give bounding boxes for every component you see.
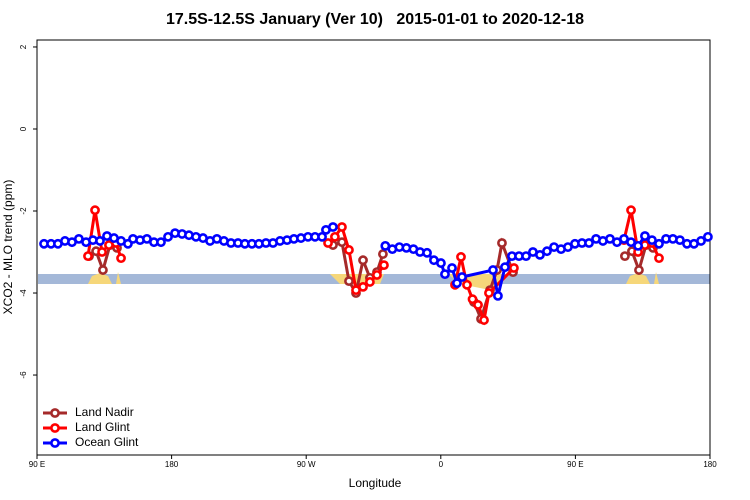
data-point [654,238,664,249]
data-point [447,263,457,273]
y-tick-label: 0 [19,126,28,131]
data-point [509,263,519,273]
data-point [675,235,685,246]
data-point [156,237,166,248]
data-point [337,222,347,232]
data-point [456,252,466,262]
data-point [358,255,368,266]
legend-marker [50,423,60,433]
data-point [452,278,462,289]
data-point [640,231,650,241]
data-point [379,260,389,271]
x-tick-label: 180 [165,460,179,469]
data-point [626,205,636,216]
data-point [634,265,644,275]
data-point [163,231,173,242]
y-tick-label: -6 [19,371,28,379]
legend-marker [50,438,60,448]
series-line [86,209,661,326]
data-point [90,205,100,216]
data-point [344,276,354,287]
land-shape [626,272,659,284]
x-tick-label: 90 W [297,460,316,469]
x-tick-label: 180 [703,460,717,469]
plot-frame [36,39,711,456]
data-point [703,231,713,242]
data-point [457,272,467,282]
data-point [365,277,375,287]
y-tick-label: -2 [19,207,28,215]
y-tick-label: 2 [19,44,28,49]
data-point [626,237,636,248]
data-point [521,251,531,262]
data-point [440,269,450,280]
data-point [98,265,108,275]
data-point [647,235,657,246]
data-point [422,247,432,258]
x-tick-label: 90 E [29,460,45,469]
data-point [462,279,472,290]
data-point [620,251,630,262]
x-axis-title: Longitude [349,476,402,490]
legend-marker [50,408,60,418]
data-point [344,245,354,255]
y-tick-label: -4 [19,289,28,297]
data-point [500,262,510,273]
legend-label: Land Glint [75,420,130,434]
data-point [330,231,340,242]
data-point [654,253,664,264]
data-point [372,270,382,280]
data-point [467,294,478,305]
data-point [479,315,489,325]
data-point [584,238,594,248]
data-point [83,251,93,262]
data-point [535,249,545,260]
y-axis-title: XCO2 - MLO trend (ppm) [1,180,15,315]
data-point [633,240,643,251]
land-shape [88,272,121,284]
legend-label: Ocean Glint [75,435,139,449]
x-tick-label: 0 [439,460,444,469]
data-point [542,246,552,257]
data-point [436,258,446,268]
data-point [358,281,368,292]
data-point [317,231,327,242]
data-point [328,222,338,232]
data-point [323,238,333,248]
data-point [484,288,494,298]
chart-title: 17.5S-12.5S January (Ver 10) 2015-01-01 … [166,11,584,28]
data-point [473,300,483,310]
data-point [116,253,126,264]
data-point [493,290,503,301]
data-point [497,238,507,248]
data-point [97,247,107,257]
data-point [696,236,706,246]
legend-label: Land Nadir [75,405,134,419]
data-point [95,236,105,246]
data-point [378,249,388,259]
data-point [488,265,498,275]
x-tick-label: 90 E [567,460,583,469]
